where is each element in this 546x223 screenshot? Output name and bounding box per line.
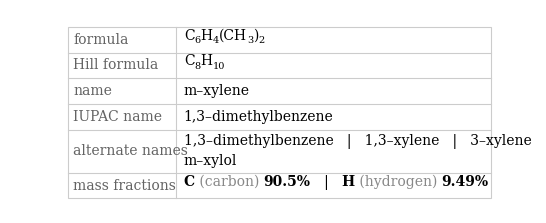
Text: |: | xyxy=(311,175,341,190)
Text: C: C xyxy=(184,175,195,189)
Text: m–xylol: m–xylol xyxy=(184,154,237,168)
Text: 8: 8 xyxy=(194,62,200,71)
Text: ): ) xyxy=(253,29,258,43)
Text: H: H xyxy=(200,54,212,68)
Text: alternate names: alternate names xyxy=(73,144,188,158)
Text: C: C xyxy=(184,29,194,43)
Text: H: H xyxy=(341,175,355,189)
Text: (CH: (CH xyxy=(219,29,247,43)
Text: 4: 4 xyxy=(212,36,219,45)
Text: formula: formula xyxy=(73,33,129,47)
Text: 1,3–dimethylbenzene   |   1,3–xylene   |   3–xylene   |: 1,3–dimethylbenzene | 1,3–xylene | 3–xyl… xyxy=(184,134,546,149)
Text: 10: 10 xyxy=(212,62,225,71)
Text: 1,3–dimethylbenzene: 1,3–dimethylbenzene xyxy=(184,110,334,124)
Text: C: C xyxy=(184,54,194,68)
Text: 3: 3 xyxy=(247,36,253,45)
Text: Hill formula: Hill formula xyxy=(73,58,158,72)
Text: 2: 2 xyxy=(258,36,265,45)
Text: 6: 6 xyxy=(194,36,200,45)
Text: mass fractions: mass fractions xyxy=(73,179,176,192)
Text: (carbon): (carbon) xyxy=(195,175,264,189)
Text: m–xylene: m–xylene xyxy=(184,84,250,98)
Text: name: name xyxy=(73,84,112,98)
Text: (hydrogen): (hydrogen) xyxy=(355,174,441,189)
Text: H: H xyxy=(200,29,212,43)
Text: IUPAC name: IUPAC name xyxy=(73,110,162,124)
Text: 90.5%: 90.5% xyxy=(264,175,311,189)
Text: 9.49%: 9.49% xyxy=(441,175,489,189)
